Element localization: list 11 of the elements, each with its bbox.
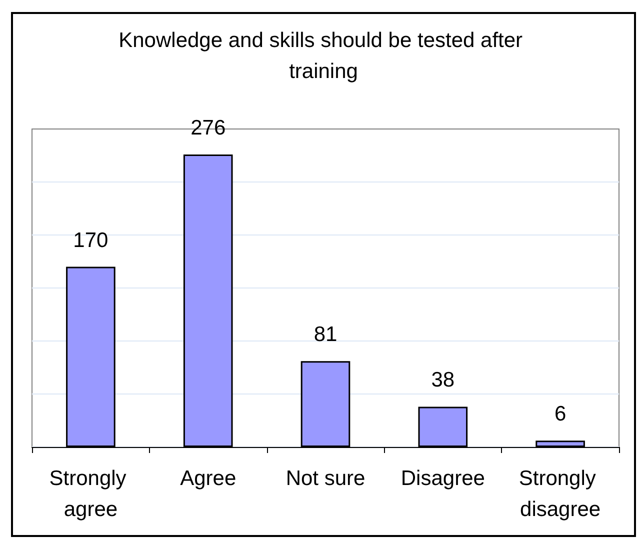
- data-label: 170: [73, 228, 108, 252]
- x-tick-label: Strongly disagree: [518, 467, 602, 521]
- data-label: 38: [431, 368, 455, 392]
- data-label: 276: [190, 116, 226, 140]
- x-tick-label: Agree: [180, 467, 236, 490]
- x-tick-label: Disagree: [400, 467, 485, 490]
- data-label: 81: [314, 323, 338, 346]
- x-tick-label: Not sure: [286, 467, 366, 490]
- chart-title: Knowledge and skills should be tested after training: [118, 29, 528, 83]
- x-tick-label: Strongly agree: [49, 467, 132, 521]
- data-label: 6: [554, 402, 566, 426]
